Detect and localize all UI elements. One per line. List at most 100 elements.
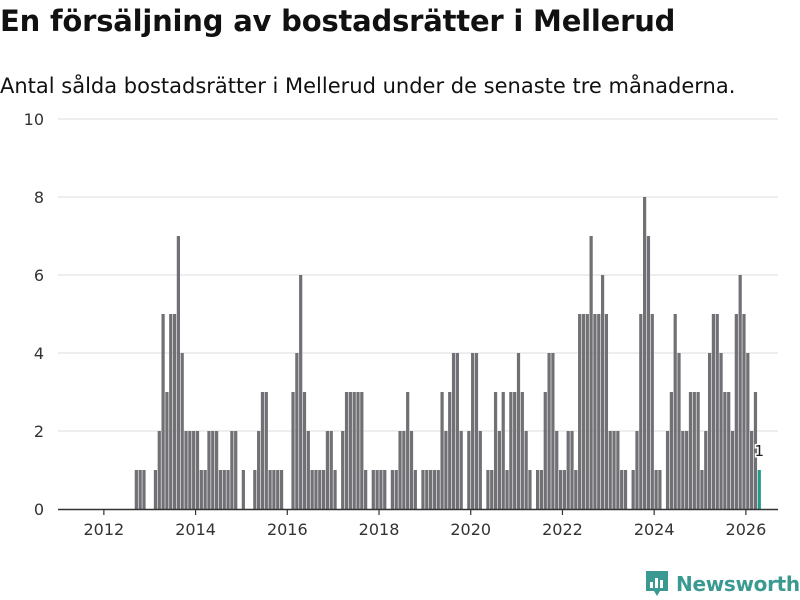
bar <box>279 470 284 509</box>
bar <box>600 275 605 509</box>
y-tick-label: 6 <box>34 266 44 285</box>
x-tick-label: 2020 <box>450 520 491 539</box>
bar <box>157 431 161 509</box>
bar <box>616 431 620 509</box>
bar <box>490 470 494 509</box>
bar <box>218 470 223 509</box>
y-tick-label: 0 <box>34 500 44 519</box>
bar <box>742 314 746 509</box>
bar <box>566 431 570 509</box>
bar <box>711 314 716 509</box>
bar <box>623 470 628 509</box>
chart-title: En försäljning av bostadsrätter i Meller… <box>0 4 676 38</box>
bar <box>677 353 681 509</box>
bar <box>440 392 444 509</box>
bar <box>723 392 727 509</box>
bar <box>344 392 349 509</box>
bar <box>635 431 639 509</box>
bar <box>306 431 310 509</box>
bar <box>505 470 509 509</box>
bar <box>325 431 330 509</box>
bar <box>413 470 417 509</box>
bar <box>497 431 502 509</box>
bar <box>211 431 215 509</box>
bar <box>513 392 517 509</box>
bar <box>432 470 437 509</box>
bar <box>643 197 647 509</box>
bar <box>291 392 295 509</box>
bar <box>738 275 742 509</box>
bar <box>222 470 226 509</box>
bar <box>321 470 326 509</box>
bar <box>134 470 138 509</box>
brand-logo: Newsworthy <box>644 569 800 599</box>
bar <box>578 314 582 509</box>
bar <box>707 353 712 509</box>
bar <box>536 470 540 509</box>
chart-subtitle: Antal sålda bostadsrätter i Mellerud und… <box>0 74 736 98</box>
y-tick-label: 2 <box>34 422 44 441</box>
bar <box>459 431 463 509</box>
bar <box>375 470 379 509</box>
bar <box>516 353 521 509</box>
bar <box>203 470 207 509</box>
bar <box>180 353 184 509</box>
bar <box>608 431 612 509</box>
bar <box>704 431 708 509</box>
bar <box>364 470 368 509</box>
bar <box>555 431 559 509</box>
bar <box>543 392 547 509</box>
bar <box>302 392 307 509</box>
bar <box>562 470 566 509</box>
bar <box>734 314 738 509</box>
x-tick-label: 2026 <box>726 520 767 539</box>
bar <box>750 431 754 509</box>
gridlines <box>58 118 778 432</box>
bar <box>478 431 482 509</box>
bar <box>539 470 544 509</box>
bar <box>639 314 643 509</box>
bar <box>207 431 211 509</box>
bar <box>153 470 158 509</box>
bar <box>620 470 624 509</box>
x-axis <box>58 508 778 515</box>
bar <box>214 431 219 509</box>
bar-highlight <box>757 470 761 509</box>
bar <box>631 470 635 509</box>
bar <box>471 353 475 509</box>
bar <box>589 236 593 509</box>
bar <box>696 392 700 509</box>
bar <box>314 470 318 509</box>
bar <box>451 353 456 509</box>
bar <box>176 236 180 509</box>
y-tick-label: 10 <box>24 110 44 129</box>
bar <box>493 392 498 509</box>
x-tick-label: 2016 <box>267 520 308 539</box>
bar <box>402 431 406 509</box>
x-tick-label: 2024 <box>634 520 675 539</box>
bar <box>234 431 238 509</box>
bar <box>226 470 230 509</box>
bar <box>169 314 173 509</box>
bar <box>727 392 731 509</box>
bar <box>230 431 234 509</box>
bar <box>528 470 532 509</box>
bar <box>195 431 200 509</box>
bar <box>398 431 402 509</box>
bar <box>558 470 563 509</box>
bar <box>658 470 662 509</box>
bar <box>547 353 551 509</box>
bar <box>184 431 188 509</box>
bar <box>421 470 425 509</box>
bar <box>685 431 689 509</box>
bar <box>700 470 704 509</box>
bar <box>341 431 345 509</box>
x-tick-label: 2014 <box>175 520 216 539</box>
bar <box>348 392 352 509</box>
bar <box>719 353 723 509</box>
bar <box>172 314 177 509</box>
x-tick-label: 2018 <box>359 520 400 539</box>
bar <box>409 431 414 509</box>
bar <box>425 470 429 509</box>
